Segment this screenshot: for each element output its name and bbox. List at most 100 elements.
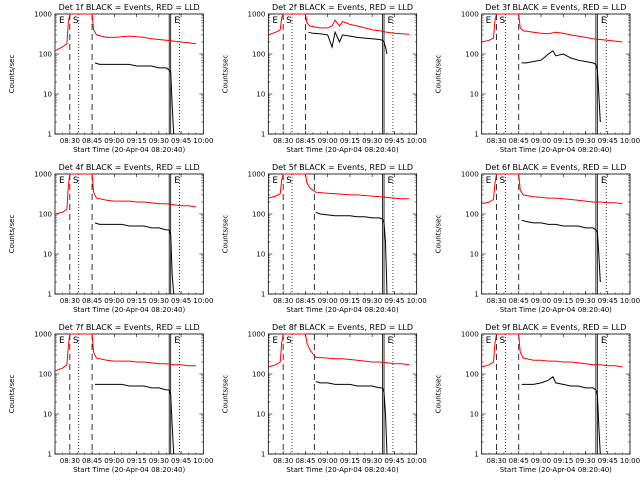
- x-tick-label: 08:30: [273, 457, 293, 465]
- panel-title: Det 4f BLACK = Events, RED = LLD: [59, 163, 200, 172]
- y-tick-label: 1000: [34, 11, 52, 19]
- x-tick-label: 10:00: [407, 137, 427, 145]
- x-tick-label: 08:30: [486, 457, 506, 465]
- x-tick-label: 09:00: [318, 137, 338, 145]
- x-axis-label: Start Time (20-Apr-04 08:20:40): [500, 466, 612, 474]
- x-tick-label: 08:45: [509, 297, 529, 305]
- x-tick-label: 08:45: [82, 137, 102, 145]
- lld-series-line: [481, 13, 623, 43]
- x-tick-label: 08:30: [60, 457, 80, 465]
- x-tick-label: 09:00: [318, 297, 338, 305]
- panel-title: Det 3f BLACK = Events, RED = LLD: [485, 3, 626, 12]
- interval-marker: E: [174, 336, 180, 346]
- y-tick-label: 10: [256, 251, 265, 259]
- y-tick-label: 10: [470, 251, 479, 259]
- y-tick-label: 10: [256, 91, 265, 99]
- y-tick-label: 1: [261, 291, 265, 299]
- x-tick-label: 09:45: [598, 297, 618, 305]
- y-tick-label: 10: [470, 91, 479, 99]
- x-tick-label: 08:30: [486, 137, 506, 145]
- x-tick-label: 09:00: [318, 457, 338, 465]
- x-tick-label: 09:45: [171, 457, 191, 465]
- y-axis-label: Counts/sec: [435, 375, 443, 414]
- x-tick-label: 08:45: [295, 457, 315, 465]
- y-tick-label: 1: [261, 451, 265, 459]
- x-axis-label: Start Time (20-Apr-04 08:20:40): [286, 306, 398, 314]
- plot-frame: [54, 173, 204, 295]
- interval-marker: S: [286, 176, 292, 186]
- detector-panel: Det 3f BLACK = Events, RED = LLD 08:30 08:…: [435, 3, 640, 154]
- y-tick-label: 10: [43, 91, 52, 99]
- detector-panel: Det 9f BLACK = Events, RED = LLD 08:30 08:…: [435, 323, 640, 474]
- x-tick-label: 09:00: [531, 457, 551, 465]
- interval-marker: E: [486, 336, 492, 346]
- interval-marker: E: [59, 176, 65, 186]
- interval-marker: E: [174, 176, 180, 186]
- lld-series-line: [268, 173, 410, 200]
- plot-frame: [267, 333, 418, 455]
- x-tick-label: 08:45: [82, 457, 102, 465]
- y-axis-label: Counts/sec: [435, 55, 443, 94]
- interval-marker: E: [486, 16, 492, 26]
- y-tick-label: 1: [474, 291, 478, 299]
- x-tick-label: 08:30: [273, 297, 293, 305]
- events-series-line: [95, 383, 175, 455]
- x-tick-label: 09:00: [104, 137, 124, 145]
- y-tick-label: 10: [43, 411, 52, 419]
- interval-marker: S: [73, 16, 79, 26]
- events-series-line: [521, 50, 601, 123]
- panel-title: Det 2f BLACK = Events, RED = LLD: [272, 3, 413, 12]
- y-tick-label: 100: [252, 51, 265, 59]
- y-tick-label: 1: [261, 131, 265, 139]
- x-tick-label: 10:00: [193, 137, 213, 145]
- x-tick-label: 09:00: [531, 297, 551, 305]
- plot-frame: [54, 13, 204, 135]
- y-tick-label: 1000: [461, 11, 479, 19]
- events-series-line: [308, 30, 388, 55]
- y-tick-label: 1000: [34, 331, 52, 339]
- x-tick-label: 10:00: [193, 457, 213, 465]
- detector-panel: Det 4f BLACK = Events, RED = LLD 08:30 08:…: [8, 163, 213, 314]
- y-tick-label: 100: [39, 51, 52, 59]
- x-tick-label: 09:30: [575, 137, 595, 145]
- x-tick-label: 09:00: [104, 457, 124, 465]
- x-tick-label: 09:00: [531, 137, 551, 145]
- y-tick-label: 10: [43, 251, 52, 259]
- lld-series-line: [268, 13, 410, 36]
- x-tick-label: 08:45: [295, 297, 315, 305]
- y-tick-label: 100: [39, 371, 52, 379]
- x-tick-label: 09:15: [553, 297, 573, 305]
- x-tick-label: 09:45: [384, 457, 404, 465]
- y-tick-label: 100: [465, 51, 478, 59]
- interval-marker: E: [59, 336, 65, 346]
- events-series-line: [521, 219, 601, 283]
- interval-marker: S: [499, 176, 505, 186]
- x-tick-label: 09:30: [362, 137, 382, 145]
- x-tick-label: 08:45: [82, 297, 102, 305]
- y-tick-label: 1000: [248, 11, 266, 19]
- interval-marker: E: [486, 176, 492, 186]
- y-tick-label: 100: [39, 211, 52, 219]
- x-tick-label: 09:30: [362, 457, 382, 465]
- interval-marker: E: [272, 176, 278, 186]
- x-tick-label: 09:30: [575, 297, 595, 305]
- lld-series-line: [481, 173, 623, 205]
- x-axis-label: Start Time (20-Apr-04 08:20:40): [500, 306, 612, 314]
- y-axis-label: Counts/sec: [221, 375, 229, 414]
- x-tick-label: 09:15: [553, 457, 573, 465]
- x-axis-label: Start Time (20-Apr-04 08:20:40): [500, 146, 612, 154]
- x-tick-label: 09:00: [104, 297, 124, 305]
- y-tick-label: 1: [48, 131, 52, 139]
- y-tick-label: 100: [252, 371, 265, 379]
- interval-marker: E: [601, 176, 607, 186]
- panel-title: Det 9f BLACK = Events, RED = LLD: [485, 323, 626, 332]
- x-tick-label: 08:30: [486, 297, 506, 305]
- x-tick-label: 08:45: [509, 137, 529, 145]
- x-tick-label: 10:00: [620, 457, 640, 465]
- x-tick-label: 09:45: [598, 457, 618, 465]
- lld-series-line: [54, 333, 196, 372]
- y-tick-label: 1: [48, 451, 52, 459]
- x-tick-label: 09:45: [171, 297, 191, 305]
- panel-title: Det 5f BLACK = Events, RED = LLD: [272, 163, 413, 172]
